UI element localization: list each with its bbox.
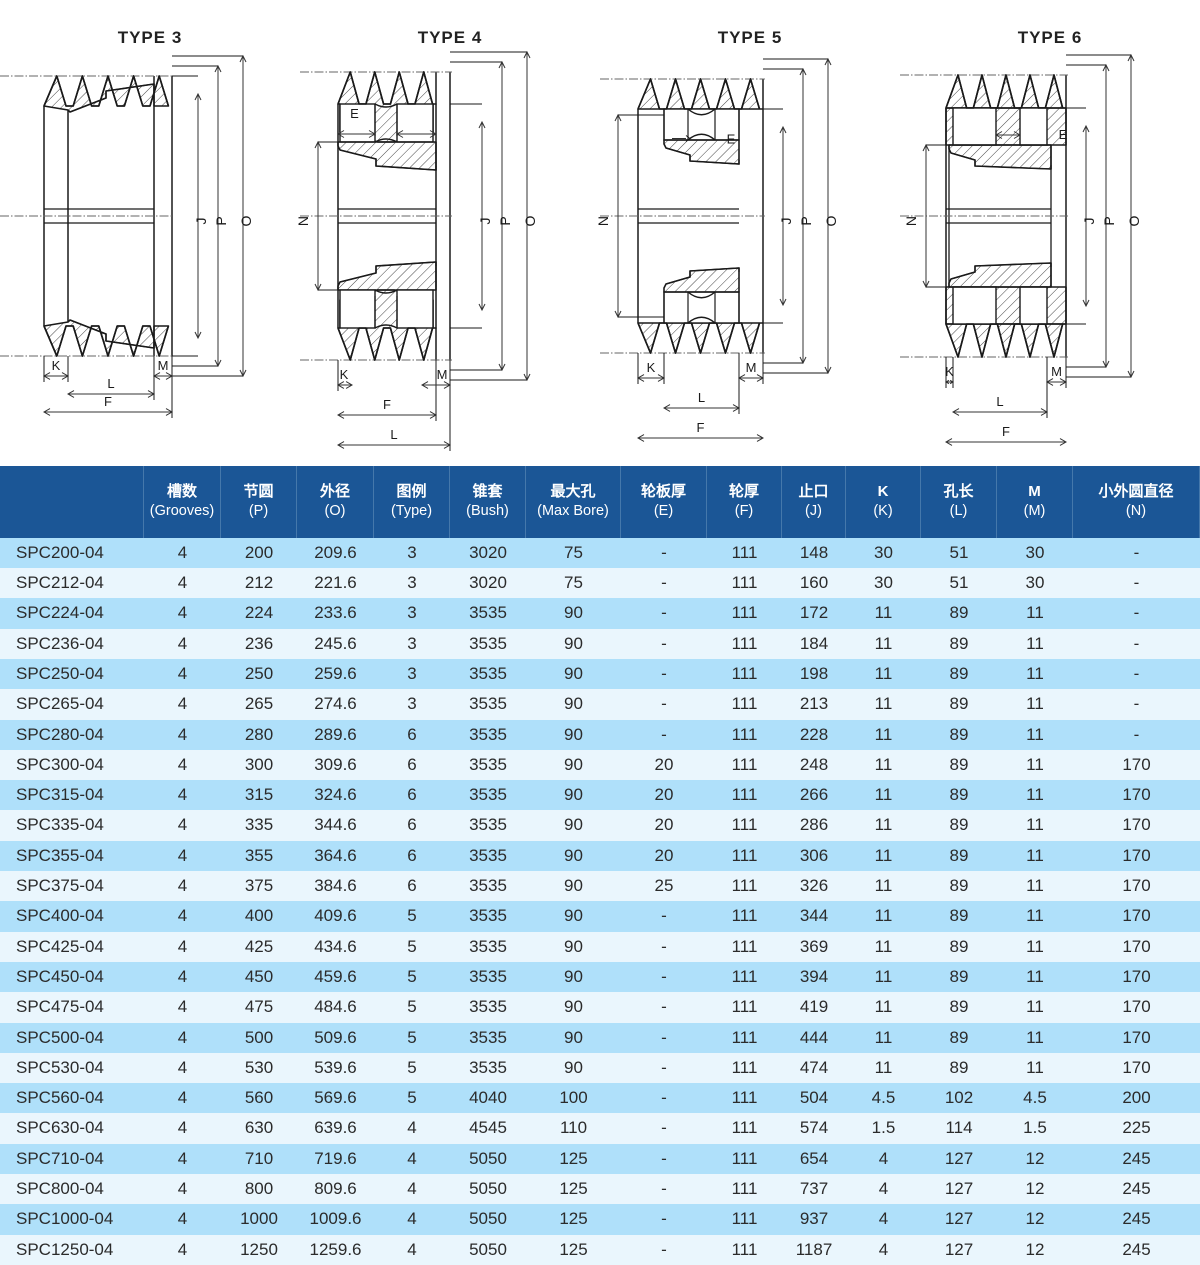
- svg-text:K: K: [340, 367, 349, 382]
- svg-text:F: F: [104, 394, 112, 409]
- svg-text:E: E: [350, 106, 359, 121]
- svg-text:L: L: [698, 390, 705, 405]
- svg-text:E: E: [1059, 127, 1068, 142]
- svg-text:E: E: [727, 132, 736, 147]
- svg-text:P: P: [1101, 216, 1117, 225]
- svg-text:P: P: [497, 216, 513, 225]
- svg-text:J: J: [193, 218, 209, 225]
- svg-text:O: O: [522, 215, 538, 226]
- svg-text:N: N: [595, 216, 611, 226]
- svg-text:P: P: [213, 216, 229, 225]
- svg-text:N: N: [903, 216, 919, 226]
- svg-text:K: K: [647, 360, 656, 375]
- svg-text:O: O: [823, 215, 839, 226]
- svg-text:L: L: [107, 376, 114, 391]
- svg-text:M: M: [746, 360, 757, 375]
- svg-text:F: F: [697, 420, 705, 435]
- svg-text:L: L: [996, 394, 1003, 409]
- svg-text:K: K: [52, 358, 61, 373]
- svg-text:J: J: [778, 218, 794, 225]
- svg-text:F: F: [1002, 424, 1010, 439]
- svg-text:L: L: [390, 427, 397, 442]
- svg-text:P: P: [798, 216, 814, 225]
- svg-text:M: M: [158, 358, 169, 373]
- svg-text:J: J: [1081, 218, 1097, 225]
- svg-text:N: N: [295, 216, 311, 226]
- svg-text:O: O: [1126, 215, 1142, 226]
- svg-text:M: M: [437, 367, 448, 382]
- svg-text:M: M: [1051, 364, 1062, 379]
- svg-text:K: K: [945, 364, 954, 379]
- svg-text:F: F: [383, 397, 391, 412]
- svg-text:O: O: [238, 215, 254, 226]
- svg-text:J: J: [477, 218, 493, 225]
